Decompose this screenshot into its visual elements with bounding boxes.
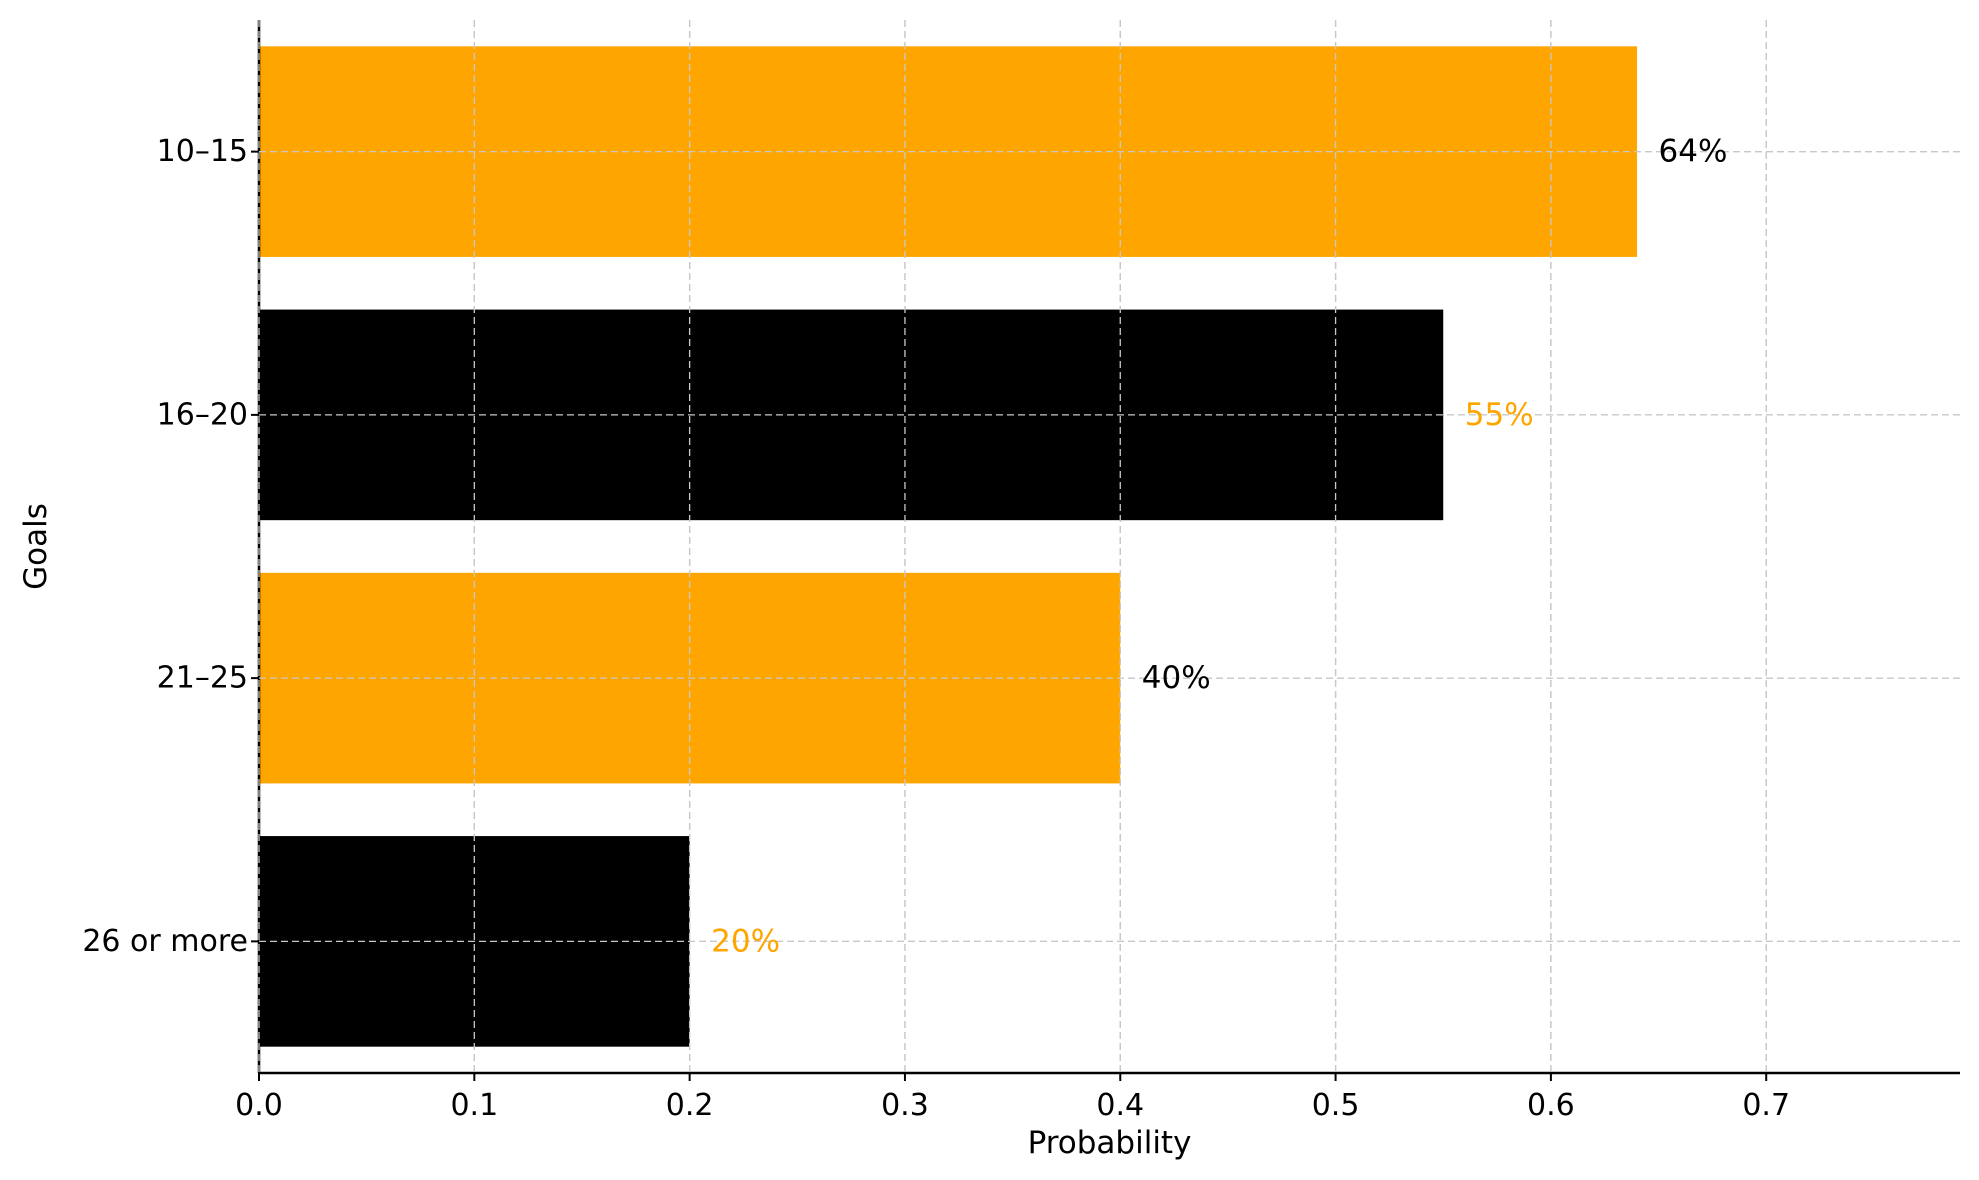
x-tick-label: 0.1	[450, 1088, 498, 1123]
bar-value-label: 64%	[1659, 134, 1728, 170]
tick-layer: 0.0 0.1 0.2 0.3 0.4 0.5 0.6 0.7 10–15 16–20 21–25 2…	[82, 134, 1790, 1123]
x-tick-label: 0.4	[1096, 1088, 1144, 1123]
y-tick-label: 10–15	[157, 134, 248, 169]
y-tick-label: 16–20	[157, 397, 248, 432]
x-tick-label: 0.2	[666, 1088, 714, 1123]
bar-value-label: 20%	[711, 923, 780, 959]
x-tick-label: 0.5	[1312, 1088, 1360, 1123]
axes-spines	[257, 20, 1960, 1075]
x-tick-label: 0.0	[235, 1088, 283, 1123]
y-axis-title: Goals	[18, 503, 54, 590]
x-tick-label: 0.7	[1742, 1088, 1790, 1123]
x-axis-title: Probability	[1028, 1125, 1192, 1161]
x-tick-label: 0.6	[1527, 1088, 1575, 1123]
y-tick-label: 26 or more	[82, 924, 248, 959]
bar-value-label: 55%	[1465, 397, 1534, 433]
x-tick-label: 0.3	[881, 1088, 929, 1123]
y-tick-label: 21–25	[157, 661, 248, 696]
bar	[259, 309, 1444, 521]
bar-label-layer: 64% 55% 40% 20%	[258, 20, 1960, 1073]
bar-value-label: 40%	[1142, 660, 1211, 696]
bar-layer	[259, 46, 1638, 1047]
